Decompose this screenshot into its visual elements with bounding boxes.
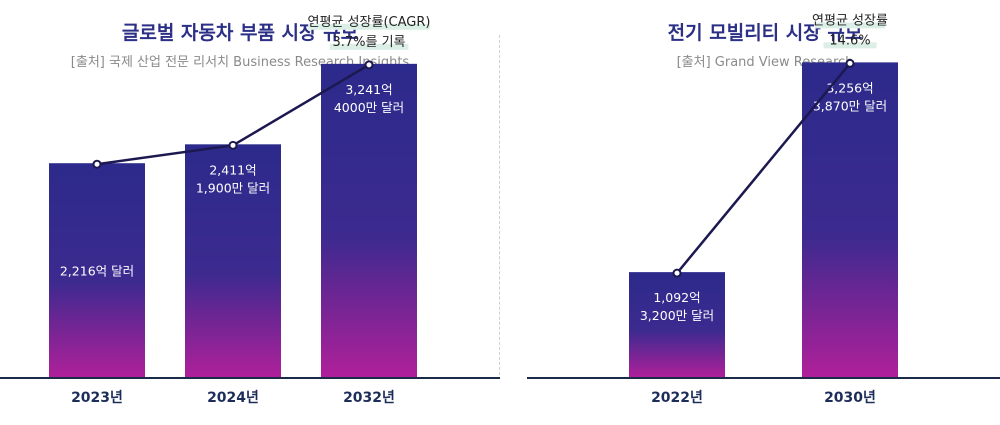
bar-2024년	[185, 144, 281, 378]
chart-title: 전기 모빌리티 시장 규모	[667, 22, 863, 44]
bar-2032년	[321, 63, 417, 379]
cagr-annotation: 14.6%	[829, 33, 870, 48]
x-tick-label: 2030년	[824, 390, 876, 406]
chart-panel-e-mobility: 전기 모빌리티 시장 규모 [출처] Grand View Research 1…	[500, 0, 1000, 425]
panel-divider	[499, 35, 500, 375]
chart-title: 글로벌 자동차 부품 시장 규모	[121, 22, 359, 44]
x-tick-label: 2032년	[343, 390, 395, 406]
bar-data-label: 2,216억 달러	[60, 264, 134, 279]
cagr-annotation: 연평균 성장률	[812, 13, 888, 28]
bar-data-label: 3,241억	[345, 82, 392, 97]
annotation-highlight	[814, 22, 886, 29]
bar-data-label: 3,256억	[826, 80, 873, 95]
bar-data-label: 2,411억	[209, 162, 256, 177]
annotation-highlight	[308, 23, 430, 30]
x-tick-label: 2024년	[207, 390, 259, 406]
trend-line	[676, 62, 851, 274]
x-tick-label: 2023년	[71, 390, 123, 406]
cagr-annotation: 3.7%를 기록	[332, 35, 405, 50]
trend-point	[845, 58, 855, 68]
bar-data-label: 1,092억	[653, 290, 700, 305]
bar-chart-e-mobility: 1,092억 3,200만 달러 2022년 3,256억 3,870만 달러 2030년…	[527, 13, 1000, 406]
annotation-highlight	[823, 42, 877, 49]
trend-point	[364, 60, 374, 70]
trend-point	[92, 159, 102, 169]
bar-2023년	[49, 163, 145, 378]
bar-2022년	[629, 272, 725, 378]
trend-point	[228, 140, 238, 150]
bar-data-label: 1,900만 달러	[196, 180, 270, 195]
chart-panel-auto-parts: 글로벌 자동차 부품 시장 규모 [출처] 국제 산업 전문 리서치 Busin…	[0, 15, 500, 406]
bar-data-label: 3,870만 달러	[813, 98, 887, 113]
bar-2030년	[802, 62, 898, 378]
cagr-annotation: 연평균 성장률(CAGR)	[308, 15, 431, 30]
annotation-highlight	[329, 43, 409, 50]
bar-chart-auto-parts: 2,216억 달러 2023년 2,411억 1,900만 달러 2024년 3,241억…	[0, 15, 500, 406]
trend-point	[672, 268, 682, 278]
bar-data-label: 3,200만 달러	[640, 308, 714, 323]
x-tick-label: 2022년	[651, 390, 703, 406]
bar-data-label: 4000만 달러	[334, 100, 404, 115]
